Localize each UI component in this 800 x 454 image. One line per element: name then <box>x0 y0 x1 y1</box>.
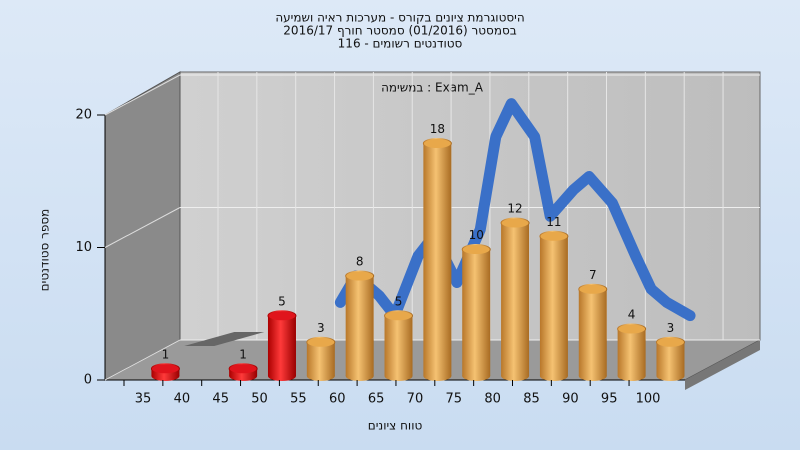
chart-subtitle: סטודנטים רשומים - 116 <box>338 37 463 51</box>
bar-top <box>617 323 647 335</box>
floor-edge <box>685 340 760 390</box>
bar-top <box>500 217 530 229</box>
value-label: 10 <box>469 228 484 242</box>
bar <box>656 342 685 376</box>
x-tick-label: 90 <box>562 392 579 407</box>
bar <box>578 289 607 376</box>
y-tick-label: 20 <box>75 108 92 123</box>
bar-top <box>539 230 569 242</box>
grid-line <box>104 74 181 116</box>
x-tick-label: 65 <box>368 392 385 407</box>
value-label: 1 <box>239 347 247 361</box>
bar <box>617 329 646 376</box>
x-tick-label: 40 <box>174 392 191 407</box>
chart-subtitle: בסמסטר (01/2016) סמסטר חורף 2016/17 <box>283 24 516 38</box>
bar <box>462 249 491 376</box>
value-label: 3 <box>317 321 325 335</box>
bar-top <box>345 270 375 282</box>
bar <box>423 143 452 376</box>
bar <box>345 276 374 376</box>
bar-top <box>150 363 180 375</box>
bar <box>306 342 335 376</box>
value-label: 3 <box>667 321 675 335</box>
bar-top <box>228 363 258 375</box>
x-tick-label: 70 <box>407 392 424 407</box>
chart-title: היסטוגרמת ציונים בקורס - מערכות ראיה ושמ… <box>275 11 524 25</box>
bar-top <box>578 283 608 295</box>
x-axis-label: טווח ציונים <box>368 419 423 433</box>
x-tick-label: 100 <box>636 392 661 407</box>
value-label: 12 <box>507 202 522 216</box>
y-tick-label: 10 <box>75 240 92 255</box>
bar <box>539 236 568 376</box>
value-label: 11 <box>546 215 561 229</box>
grid-line <box>104 207 181 248</box>
value-label: 4 <box>628 308 636 322</box>
annotation: במשימה : Exam_A <box>381 81 484 95</box>
grid-line <box>104 339 181 381</box>
bar-top <box>655 336 685 348</box>
x-tick-label: 95 <box>601 392 618 407</box>
x-tick-label: 60 <box>329 392 346 407</box>
bar <box>384 315 413 376</box>
y-tick-label: 0 <box>84 373 92 388</box>
bar-top <box>461 244 491 255</box>
bar-top <box>422 138 452 149</box>
bar-empty <box>184 332 265 346</box>
x-tick-label: 55 <box>290 392 307 407</box>
value-label: 5 <box>395 294 403 308</box>
value-label: 5 <box>278 294 286 308</box>
bar-top <box>384 310 414 322</box>
bar-top <box>306 336 336 348</box>
x-tick-label: 35 <box>135 392 152 407</box>
x-tick-label: 85 <box>523 392 540 407</box>
x-tick-label: 80 <box>484 392 501 407</box>
y-axis-label: מספר סטודנטים <box>38 209 52 292</box>
bar <box>267 315 296 376</box>
x-tick-label: 45 <box>212 392 229 407</box>
left-wall <box>104 71 181 381</box>
bar-top <box>267 310 297 322</box>
x-tick-label: 50 <box>251 392 268 407</box>
bar <box>501 223 530 376</box>
value-label: 18 <box>430 122 445 136</box>
value-label: 1 <box>162 347 170 361</box>
value-label: 8 <box>356 255 364 269</box>
value-label: 7 <box>589 268 597 282</box>
x-tick-label: 75 <box>446 392 463 407</box>
